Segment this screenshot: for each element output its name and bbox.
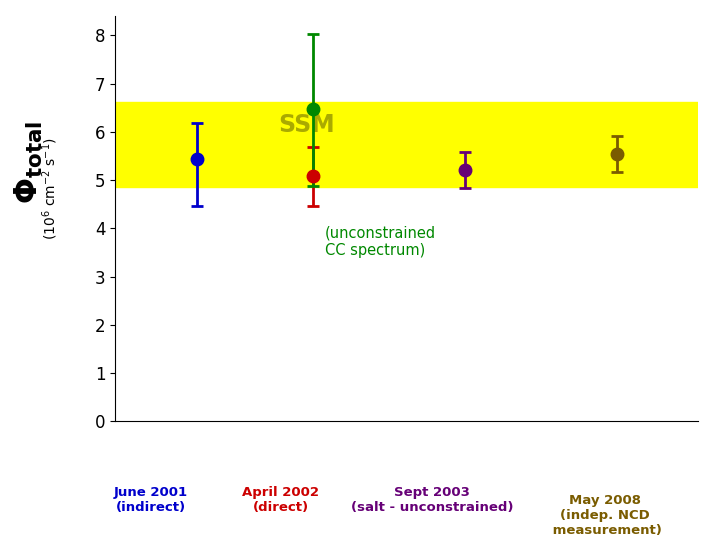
Bar — [115, 102, 698, 187]
Text: June 2001
(indirect): June 2001 (indirect) — [114, 486, 188, 514]
Text: May 2008
(indep. NCD
 measurement): May 2008 (indep. NCD measurement) — [548, 494, 662, 537]
Text: (10$^6$ cm$^{-2}$ s$^{-1}$): (10$^6$ cm$^{-2}$ s$^{-1}$) — [40, 138, 60, 240]
Text: SSM: SSM — [279, 113, 335, 137]
Text: April 2002
(direct): April 2002 (direct) — [243, 486, 319, 514]
Text: Sept 2003
(salt - unconstrained): Sept 2003 (salt - unconstrained) — [351, 486, 513, 514]
Text: (unconstrained
CC spectrum): (unconstrained CC spectrum) — [325, 226, 436, 258]
Text: $\mathbf{\Phi}_{\mathbf{total}}$: $\mathbf{\Phi}_{\mathbf{total}}$ — [13, 120, 45, 204]
